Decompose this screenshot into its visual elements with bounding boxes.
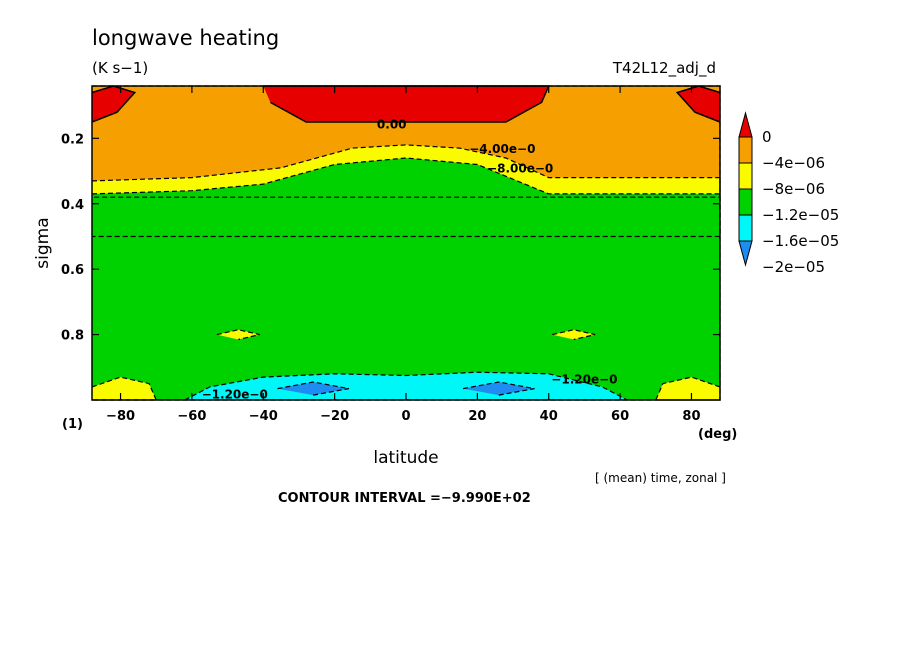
- y-axis-label: sigma: [33, 217, 53, 268]
- averaging-note: [ (mean) time, zonal ]: [595, 471, 726, 485]
- contour-label-0: 0.00: [377, 118, 407, 132]
- contour-label-1: −4.00e−0: [469, 142, 535, 156]
- x-tick-label: 0: [401, 409, 410, 424]
- x-tick-label: 40: [540, 409, 558, 424]
- contour-region-3: [677, 86, 720, 122]
- legend-swatch: [738, 188, 753, 216]
- legend-label: 0: [762, 128, 772, 146]
- contour-line-9: [552, 329, 596, 341]
- contour-line-10: [184, 371, 628, 401]
- contour-label-4: −1.20e−0: [202, 387, 268, 401]
- color-legend: 0 −4e−06 −8e−06 −1.2e−05 −1.6e−05 −2e−05: [738, 111, 839, 276]
- x-tick-label: −20: [320, 409, 349, 424]
- x-tick-label: −40: [249, 409, 278, 424]
- legend-label: −8e−06: [762, 180, 825, 198]
- contour-region-2: [92, 86, 135, 122]
- x-axis: −80 −60 −40 −20 0 20 40 60 80: [106, 86, 701, 424]
- y-axis: 0.2 0.4 0.6 0.8: [61, 132, 720, 344]
- panel-label: (1): [62, 417, 83, 432]
- contour-labels: 0.00 −4.00e−0 −8.00e−0 −1.20e−0 −1.20e−0: [202, 118, 618, 402]
- contour-line-8: [216, 329, 260, 341]
- x-tick-label: −60: [177, 409, 206, 424]
- contour-line-12: [462, 381, 535, 396]
- contour-label-3: −1.20e−0: [551, 373, 617, 387]
- legend-swatch: [738, 136, 753, 164]
- y-tick-label: 0.8: [61, 329, 84, 344]
- legend-label: −4e−06: [762, 154, 825, 172]
- x-tick-label: −80: [106, 409, 135, 424]
- chart-title: longwave heating: [92, 26, 279, 50]
- legend-label: −2e−05: [762, 258, 825, 276]
- contour-line-11: [277, 381, 350, 396]
- y-tick-label: 0.4: [61, 198, 84, 213]
- contour-line-3: [675, 85, 721, 123]
- legend-swatch: [738, 240, 753, 267]
- legend-swatch: [738, 111, 753, 138]
- contour-region-6: [92, 377, 157, 400]
- legend-swatch: [738, 214, 753, 242]
- run-id-label: T42L12_adj_d: [612, 59, 716, 78]
- contour-region-7: [655, 377, 720, 400]
- x-tick-label: 60: [611, 409, 629, 424]
- legend-swatch: [738, 162, 753, 190]
- contour-region-5: [92, 158, 720, 400]
- x-tick-label: 20: [468, 409, 486, 424]
- x-unit-label: (deg): [698, 427, 737, 442]
- legend-label: −1.6e−05: [762, 232, 839, 250]
- contour-region-1: [263, 86, 549, 122]
- contour-region-0: [92, 86, 720, 198]
- y-tick-label: 0.2: [61, 132, 84, 147]
- contour-line-2: [91, 85, 137, 123]
- x-axis-label: latitude: [373, 448, 438, 468]
- contour-interval-text: CONTOUR INTERVAL =−9.990E+02: [278, 491, 531, 506]
- contour-label-2: −8.00e−0: [487, 162, 553, 176]
- legend-label: −1.2e−05: [762, 206, 839, 224]
- x-tick-label: 80: [682, 409, 700, 424]
- units-label: (K s−1): [92, 59, 148, 77]
- y-tick-label: 0.6: [61, 263, 84, 278]
- plot-area: [92, 86, 720, 400]
- contour-line-4: [91, 144, 721, 238]
- contour-region-10: [184, 372, 628, 400]
